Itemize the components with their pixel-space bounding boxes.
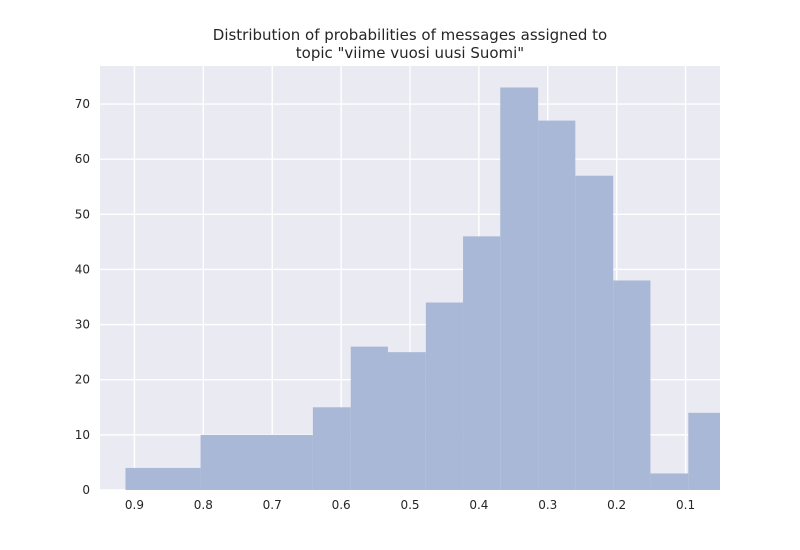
x-tick-label: 0.6: [332, 498, 351, 512]
histogram-bar: [538, 120, 576, 490]
x-tick-label: 0.8: [194, 498, 213, 512]
histogram-bar: [125, 467, 201, 490]
x-tick-label: 0.7: [263, 498, 282, 512]
histogram-bar: [425, 302, 464, 490]
y-tick-label: 50: [75, 207, 90, 221]
histogram-bar: [463, 236, 501, 490]
x-tick-label: 0.3: [538, 498, 557, 512]
histogram-bar: [650, 473, 689, 490]
y-tick-label: 40: [75, 262, 90, 276]
histogram-bar: [350, 346, 388, 490]
y-tick-label: 10: [75, 428, 90, 442]
histogram-bar: [613, 280, 651, 490]
chart-title-line-2: topic "viime vuosi uusi Suomi": [296, 44, 524, 62]
x-tick-label: 0.1: [676, 498, 695, 512]
histogram-bar: [387, 352, 426, 490]
histogram-bar: [688, 412, 720, 490]
x-tick-label: 0.5: [400, 498, 419, 512]
y-tick-label: 70: [75, 97, 90, 111]
x-tick-label: 0.9: [125, 498, 144, 512]
histogram-bar: [312, 407, 351, 490]
y-tick-label: 20: [75, 373, 90, 387]
y-tick-label: 30: [75, 318, 90, 332]
y-tick-label: 60: [75, 152, 90, 166]
histogram-bar: [500, 87, 539, 491]
chart-title-line-1: Distribution of probabilities of message…: [213, 26, 607, 44]
histogram-bar: [575, 175, 614, 490]
x-tick-label: 0.4: [469, 498, 488, 512]
x-tick-label: 0.2: [607, 498, 626, 512]
y-tick-label: 0: [82, 483, 90, 497]
histogram-bar: [200, 434, 313, 490]
